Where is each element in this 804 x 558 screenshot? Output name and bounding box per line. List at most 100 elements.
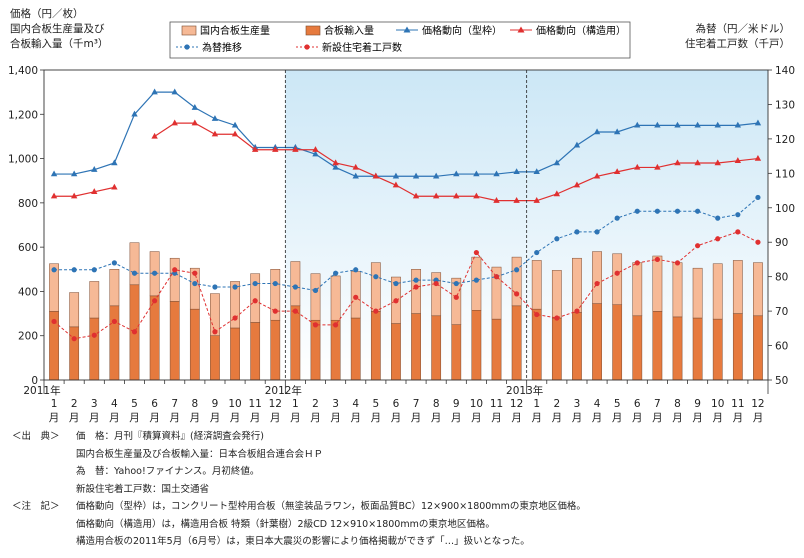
bar-import xyxy=(411,313,421,381)
month-label: 2 xyxy=(71,398,78,410)
housing-point xyxy=(71,336,77,342)
bar-domestic xyxy=(451,277,462,325)
price-struct-point xyxy=(734,157,742,163)
housing-point xyxy=(212,329,218,335)
price-struct-point xyxy=(453,192,460,199)
bar-domestic xyxy=(49,263,59,312)
month-suffix-label: 月 xyxy=(310,412,321,424)
note-text: 価格動向（型枠）は，コンクリート型枠用合板（無塗装品ラワン，板面品質BC）12×… xyxy=(76,501,586,512)
month-suffix-label: 月 xyxy=(230,412,241,424)
price-struct-point xyxy=(191,119,199,126)
bar-import xyxy=(370,311,381,381)
right-tick-label: 50 xyxy=(775,375,788,387)
month-suffix-label: 月 xyxy=(733,412,744,424)
housing-point xyxy=(614,270,620,276)
fx-point xyxy=(574,229,580,235)
price-struct-point xyxy=(151,132,158,139)
fx-point xyxy=(252,280,258,287)
left-tick-label: 1,400 xyxy=(8,65,38,77)
bar-import xyxy=(109,305,120,381)
plywood-chart: 0 200 400 600 800 1,000 1,200 1,400 50 60 70 80 90 10… xyxy=(8,21,795,424)
price-form-point xyxy=(171,88,178,95)
housing-point xyxy=(634,260,640,266)
fx-point xyxy=(473,277,479,283)
right-axis-title-line-1: 為替（円／米ドル） xyxy=(695,23,791,35)
housing-line xyxy=(53,231,759,340)
right-tick-label: 110 xyxy=(775,168,795,180)
month-suffix-label: 月 xyxy=(632,412,643,424)
bar-import xyxy=(592,303,602,381)
fx-point xyxy=(695,208,701,214)
price-form-point xyxy=(151,88,158,95)
price-form-point xyxy=(332,163,339,170)
bar-import xyxy=(753,315,763,381)
bar-domestic xyxy=(672,262,683,318)
housing-point xyxy=(272,308,278,314)
month-suffix-label: 月 xyxy=(250,412,261,424)
price-form-point xyxy=(573,141,581,148)
price-struct-point xyxy=(432,192,440,199)
housing-point xyxy=(91,332,97,338)
month-label: 8 xyxy=(191,398,198,410)
month-suffix-label: 月 xyxy=(89,412,100,424)
month-label: 9 xyxy=(694,398,701,410)
housing-point xyxy=(433,280,439,287)
month-label: 6 xyxy=(151,398,158,410)
month-suffix-label: 月 xyxy=(270,412,281,424)
right-tick-label: 90 xyxy=(775,237,788,249)
price-form-point xyxy=(714,121,721,128)
bar-import xyxy=(350,317,361,381)
legend-domestic-label: 国内合板生産量 xyxy=(200,24,270,37)
price-form-point xyxy=(312,150,319,157)
fx-point xyxy=(554,236,560,242)
month-suffix-label: 月 xyxy=(190,412,201,424)
bar-import xyxy=(632,315,643,381)
fx-point xyxy=(272,280,278,287)
bar-import xyxy=(732,313,743,381)
fx-point xyxy=(232,284,238,290)
legend-housing-marker xyxy=(296,44,318,50)
housing-point xyxy=(755,239,761,245)
bar-import xyxy=(491,318,502,381)
month-label: 6 xyxy=(634,398,641,410)
price-struct-point xyxy=(553,190,561,197)
month-suffix-label: 月 xyxy=(391,412,402,424)
housing-point xyxy=(695,243,701,249)
right-tick-label: 80 xyxy=(775,272,788,284)
bar-domestic xyxy=(652,255,663,312)
note-text: 価格動向（構造用）は，構造用合板 特類（針葉樹）2級CD 12×910×1800… xyxy=(76,518,495,530)
price-form-point xyxy=(91,166,98,172)
left-axis-title: 価格（円／枚） 国内合板生産量及び 合板輸入量（千m³） xyxy=(10,7,108,52)
bar-domestic xyxy=(431,272,442,317)
bar-import xyxy=(551,317,562,381)
price-form-point xyxy=(613,128,621,135)
fx-point xyxy=(534,249,540,256)
price-struct-point xyxy=(251,146,259,152)
month-label: 4 xyxy=(111,398,118,410)
month-suffix-label: 月 xyxy=(692,412,703,424)
month-label: 2 xyxy=(312,398,319,410)
price-struct-point xyxy=(231,130,239,137)
month-suffix-label: 月 xyxy=(49,412,60,424)
housing-point xyxy=(473,249,479,256)
legend: 国内合板生産量 合板輸入量 価格動向（型枠） 価格動向（構造用） 為替推移 新設… xyxy=(169,21,631,59)
price-form-point xyxy=(352,172,359,179)
housing-point xyxy=(51,318,57,325)
month-suffix-label: 月 xyxy=(149,412,160,424)
bar-import xyxy=(712,318,723,381)
fx-point xyxy=(292,284,298,290)
month-suffix-label: 月 xyxy=(129,412,140,424)
month-label: 4 xyxy=(594,398,601,410)
price-struct-point xyxy=(533,197,540,203)
housing-point xyxy=(131,329,138,335)
price-form-point xyxy=(553,159,561,166)
month-suffix-label: 月 xyxy=(290,412,301,424)
price-form-point xyxy=(131,110,138,117)
month-label: 9 xyxy=(212,398,219,410)
plot-background-2011 xyxy=(44,70,286,380)
price-form-point xyxy=(412,172,420,179)
month-label: 5 xyxy=(131,398,138,410)
housing-point xyxy=(453,294,459,300)
month-suffix-label: 月 xyxy=(592,412,603,424)
month-label: 11 xyxy=(490,398,503,410)
